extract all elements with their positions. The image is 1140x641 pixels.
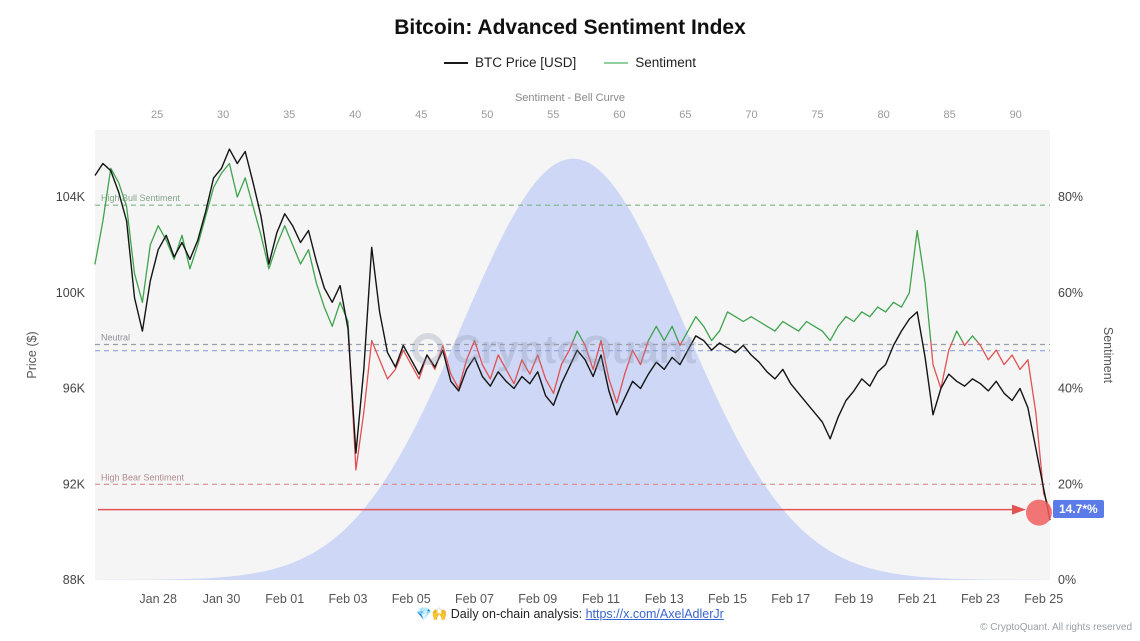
- svg-text:CryptoQuant: CryptoQuant: [452, 328, 696, 372]
- sentiment-axis-tick: 80%: [1058, 190, 1083, 204]
- footer-text: Daily on-chain analysis:: [450, 607, 583, 621]
- x-axis-tick: Feb 25: [1024, 592, 1063, 606]
- legend-label-sentiment: Sentiment: [635, 55, 697, 70]
- price-axis-tick: 104K: [56, 190, 86, 204]
- top-axis-tick: 50: [481, 109, 493, 121]
- top-axis-tick: 60: [613, 109, 625, 121]
- top-axis-tick: 40: [349, 109, 361, 121]
- legend-label-btc-price: BTC Price [USD]: [474, 55, 577, 70]
- price-axis-tick: 100K: [56, 286, 86, 300]
- bell-curve: [95, 158, 1050, 581]
- sentiment-axis-tick: 20%: [1058, 477, 1083, 491]
- x-axis-tick: Feb 03: [329, 592, 368, 606]
- x-axis-tick: Feb 13: [645, 592, 684, 606]
- top-axis-tick: 80: [877, 109, 889, 121]
- gem-hands-icon: 💎🙌: [416, 607, 448, 621]
- watermark: CryptoQuant: [412, 328, 696, 372]
- legend-item-btc-price: BTC Price [USD]: [443, 55, 577, 70]
- annotation-marker: [1026, 499, 1052, 526]
- top-axis-tick: 35: [283, 109, 295, 121]
- price-axis-tick: 96K: [63, 382, 86, 396]
- sentiment-axis-title: Sentiment: [1101, 327, 1115, 384]
- x-axis-tick: Feb 15: [708, 592, 747, 606]
- x-axis-tick: Jan 30: [203, 592, 241, 606]
- top-axis-tick: 65: [679, 109, 691, 121]
- sentiment-axis-tick: 40%: [1058, 382, 1083, 396]
- copyright-text: © CryptoQuant. All rights reserved: [980, 622, 1132, 633]
- footer-caption: 💎🙌 Daily on-chain analysis: https://x.co…: [0, 607, 1140, 622]
- price-axis-tick: 92K: [63, 477, 86, 491]
- legend: BTC Price [USD] Sentiment: [0, 55, 1140, 70]
- top-axis-tick: 25: [151, 109, 163, 121]
- sentiment-line-bullish: [94, 162, 978, 342]
- top-axis-tick: 45: [415, 109, 427, 121]
- threshold-label: High Bull Sentiment: [101, 193, 181, 203]
- threshold-label: Neutral: [101, 333, 130, 343]
- top-axis-tick: 30: [217, 109, 229, 121]
- x-axis-tick: Feb 17: [771, 592, 810, 606]
- threshold-label: High Bear Sentiment: [101, 472, 185, 482]
- x-axis-tick: Feb 19: [834, 592, 873, 606]
- annotation-arrow-head: [1012, 504, 1026, 515]
- top-axis-tick: 70: [745, 109, 757, 121]
- sentiment-axis-tick: 60%: [1058, 286, 1083, 300]
- x-axis-tick: Feb 23: [961, 592, 1000, 606]
- x-axis-tick: Feb 09: [518, 592, 557, 606]
- btc-price-line-swatch: [443, 61, 468, 64]
- x-axis-tick: Feb 01: [265, 592, 304, 606]
- top-axis-tick: 85: [943, 109, 955, 121]
- sentiment-line-swatch: [604, 61, 629, 64]
- btc-price-line: [94, 148, 1051, 521]
- chart-title: Bitcoin: Advanced Sentiment Index: [394, 16, 746, 39]
- x-axis-tick: Feb 05: [392, 592, 431, 606]
- sentiment-axis-tick: 0%: [1058, 573, 1076, 587]
- legend-item-sentiment: Sentiment: [604, 55, 696, 70]
- top-axis-label: Sentiment - Bell Curve: [514, 92, 626, 104]
- watermark-logo-icon: [412, 333, 444, 365]
- x-axis-tick: Jan 28: [139, 592, 177, 606]
- sentiment-annotation-label: 14.7*%: [1053, 500, 1104, 518]
- x-axis-tick: Feb 11: [582, 592, 620, 606]
- x-axis-tick: Feb 07: [455, 592, 494, 606]
- footer-link[interactable]: https://x.com/AxelAdlerJr: [585, 607, 724, 621]
- top-axis-tick: 75: [811, 109, 823, 121]
- top-axis-tick: 55: [547, 109, 559, 121]
- x-axis-tick: Feb 21: [898, 592, 937, 606]
- price-axis-tick: 88K: [63, 573, 86, 587]
- price-axis-title: Price ($): [25, 331, 39, 378]
- top-axis-tick: 90: [1010, 109, 1022, 121]
